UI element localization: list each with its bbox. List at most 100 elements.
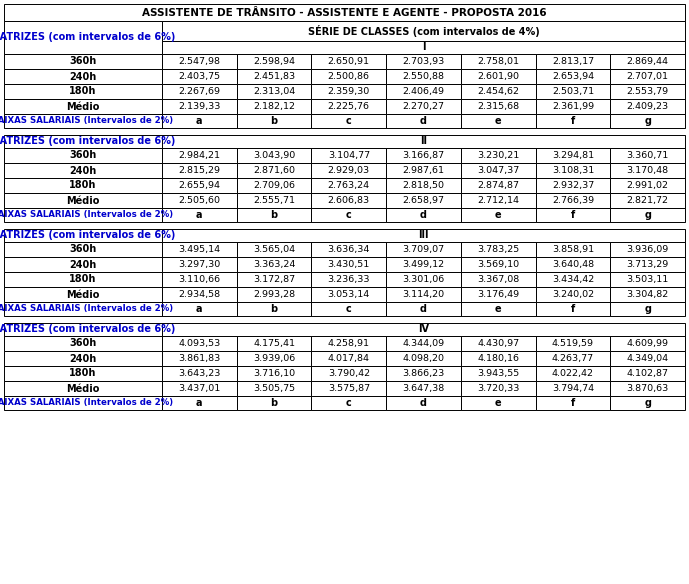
Bar (4, 135, 162, 148)
Bar (386, 54, 461, 69)
Bar (162, 99, 237, 114)
Bar (237, 208, 311, 222)
Text: 3.172,87: 3.172,87 (253, 275, 295, 284)
Bar (461, 242, 535, 257)
Text: 3.240,02: 3.240,02 (552, 290, 594, 299)
Text: 3.110,66: 3.110,66 (178, 275, 220, 284)
Text: 2.182,12: 2.182,12 (253, 102, 295, 111)
Text: 3.047,37: 3.047,37 (477, 166, 520, 175)
Bar (162, 54, 237, 69)
Text: 2.315,68: 2.315,68 (477, 102, 520, 111)
Bar (4, 351, 162, 366)
Text: 3.643,23: 3.643,23 (178, 369, 220, 378)
Bar (461, 287, 535, 302)
Text: 2.987,61: 2.987,61 (402, 166, 444, 175)
Bar (461, 69, 535, 84)
Bar (162, 208, 237, 222)
Text: a: a (196, 398, 203, 408)
Text: 3.713,29: 3.713,29 (626, 260, 669, 269)
Text: 3.176,49: 3.176,49 (477, 290, 520, 299)
Text: 2.139,33: 2.139,33 (178, 102, 220, 111)
Text: 2.871,60: 2.871,60 (253, 166, 295, 175)
Text: FAIXAS SALARIAIS (Intervalos de 2%): FAIXAS SALARIAIS (Intervalos de 2%) (0, 398, 173, 408)
Text: 240h: 240h (70, 71, 96, 82)
Bar (4, 208, 162, 222)
Bar (461, 84, 535, 99)
Bar (237, 257, 311, 272)
Bar (237, 178, 311, 193)
Text: 3.866,23: 3.866,23 (402, 369, 444, 378)
Bar (461, 257, 535, 272)
Bar (610, 178, 685, 193)
Text: 2.932,37: 2.932,37 (552, 181, 594, 190)
Text: 3.495,14: 3.495,14 (178, 245, 220, 254)
Text: 360h: 360h (70, 151, 96, 161)
Text: 2.553,79: 2.553,79 (626, 87, 669, 96)
Text: MATRIZES (com intervalos de 6%): MATRIZES (com intervalos de 6%) (0, 137, 176, 147)
Bar (386, 366, 461, 381)
Text: 3.716,10: 3.716,10 (253, 369, 295, 378)
Bar (4, 242, 162, 257)
Bar (535, 54, 610, 69)
Bar (311, 148, 386, 163)
Text: 3.170,48: 3.170,48 (626, 166, 669, 175)
Bar (386, 114, 461, 128)
Bar (535, 302, 610, 316)
Text: 2.500,86: 2.500,86 (328, 72, 370, 81)
Text: b: b (271, 304, 278, 314)
Text: 3.861,83: 3.861,83 (178, 354, 220, 363)
Bar (162, 84, 237, 99)
Text: 4.519,59: 4.519,59 (552, 339, 594, 348)
Bar (535, 99, 610, 114)
Text: 3.304,82: 3.304,82 (626, 290, 669, 299)
Text: 2.505,60: 2.505,60 (178, 196, 220, 205)
Text: 3.647,38: 3.647,38 (402, 384, 444, 393)
Bar (4, 178, 162, 193)
Bar (535, 366, 610, 381)
Bar (461, 54, 535, 69)
Bar (610, 84, 685, 99)
Text: 180h: 180h (70, 86, 96, 96)
Text: 4.102,87: 4.102,87 (626, 369, 668, 378)
Bar (610, 257, 685, 272)
Bar (237, 351, 311, 366)
Text: SÉRIE DE CLASSES (com intervalos de 4%): SÉRIE DE CLASSES (com intervalos de 4%) (307, 25, 539, 37)
Text: d: d (420, 304, 427, 314)
Text: 2.451,83: 2.451,83 (253, 72, 295, 81)
Bar (386, 351, 461, 366)
Text: 3.297,30: 3.297,30 (178, 260, 220, 269)
Text: a: a (196, 304, 203, 314)
Bar (610, 396, 685, 410)
Text: 2.403,75: 2.403,75 (178, 72, 220, 81)
Bar (162, 21, 685, 41)
Bar (535, 351, 610, 366)
Bar (4, 302, 162, 316)
Text: f: f (570, 304, 575, 314)
Text: 2.934,58: 2.934,58 (178, 290, 220, 299)
Text: 4.017,84: 4.017,84 (328, 354, 370, 363)
Text: 2.712,14: 2.712,14 (477, 196, 520, 205)
Bar (535, 287, 610, 302)
Bar (311, 366, 386, 381)
Text: 3.367,08: 3.367,08 (477, 275, 520, 284)
Text: 3.870,63: 3.870,63 (626, 384, 669, 393)
Bar (237, 148, 311, 163)
Bar (162, 193, 237, 208)
Text: 3.565,04: 3.565,04 (253, 245, 295, 254)
Text: 2.409,23: 2.409,23 (626, 102, 669, 111)
Text: 180h: 180h (70, 369, 96, 378)
Text: 3.043,90: 3.043,90 (253, 151, 295, 160)
Text: 2.821,72: 2.821,72 (626, 196, 668, 205)
Bar (311, 381, 386, 396)
Bar (386, 99, 461, 114)
Bar (4, 366, 162, 381)
Text: 3.936,09: 3.936,09 (626, 245, 669, 254)
Text: 4.022,42: 4.022,42 (552, 369, 594, 378)
Bar (610, 272, 685, 287)
Bar (461, 208, 535, 222)
Text: III: III (418, 231, 429, 241)
Text: c: c (346, 398, 351, 408)
Bar (237, 272, 311, 287)
Text: f: f (570, 210, 575, 220)
Bar (162, 178, 237, 193)
